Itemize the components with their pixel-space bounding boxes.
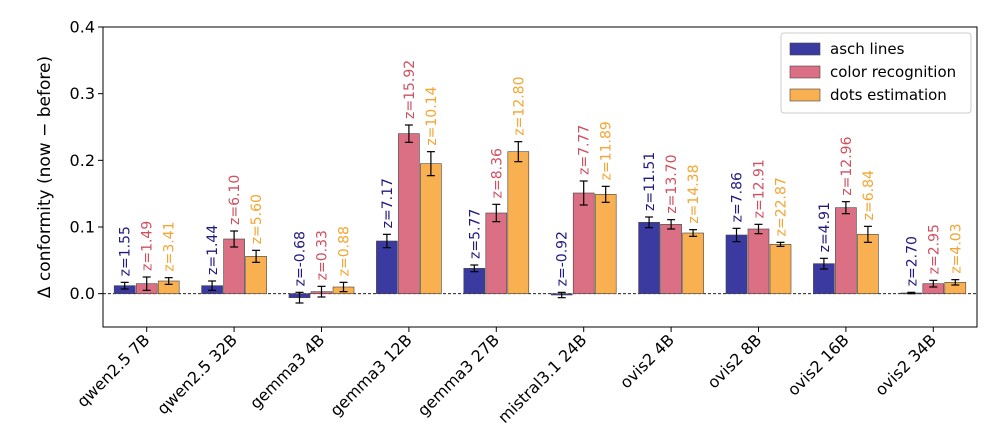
z-label: z=5.60 xyxy=(249,194,265,244)
legend: asch lines color recognition dots estimati… xyxy=(780,32,972,114)
legend-swatch xyxy=(789,65,821,79)
bar xyxy=(376,240,398,294)
bar xyxy=(835,207,857,294)
x-tick-label: qwen2.5 7B xyxy=(73,330,154,411)
z-label: z=1.44 xyxy=(205,225,221,275)
plot-frame xyxy=(102,26,978,328)
y-axis-ticks: 0.0 0.1 0.2 0.3 0.4 xyxy=(70,18,103,303)
y-axis-label: Δ conformity (now − before) xyxy=(35,56,55,298)
bar xyxy=(398,133,420,294)
bar xyxy=(420,163,442,294)
bar xyxy=(725,234,748,294)
bar xyxy=(747,228,770,294)
z-label: z=7.77 xyxy=(577,125,593,175)
z-label: z=11.89 xyxy=(599,121,615,180)
legend-box xyxy=(780,32,972,114)
x-tick-label: mistral3.1 24B xyxy=(494,330,590,426)
bars-layer xyxy=(113,133,967,298)
x-tick-label: qwen2.5 32B xyxy=(153,330,241,418)
legend-label: asch lines xyxy=(830,40,905,58)
x-tick-label: ovis2 4B xyxy=(616,330,678,392)
legend-swatch xyxy=(789,42,821,56)
y-tick-label: 0.0 xyxy=(70,284,95,303)
z-label: z=14.38 xyxy=(686,164,702,223)
z-label: z=13.70 xyxy=(664,154,680,213)
legend-swatch xyxy=(789,88,821,102)
z-labels-layer: z=1.55 z=1.44 z=-0.68 z=7.17 z=5.77 z=-0.92 z=… xyxy=(118,60,965,287)
legend-label: color recognition xyxy=(830,63,956,81)
y-tick-label: 0.3 xyxy=(70,84,95,103)
bar xyxy=(857,234,879,294)
x-tick-label: gemma3 27B xyxy=(414,330,504,420)
z-label: z=4.03 xyxy=(948,223,964,273)
z-label: z=0.33 xyxy=(315,230,331,280)
bar xyxy=(572,192,595,294)
z-label: z=2.70 xyxy=(904,236,920,286)
z-label: z=11.51 xyxy=(642,152,658,211)
bar xyxy=(507,151,530,294)
error-bars-layer xyxy=(120,124,960,304)
y-tick-label: 0.2 xyxy=(70,151,95,170)
x-tick-label: gemma3 12B xyxy=(326,330,416,420)
legend-label: dots estimation xyxy=(830,86,947,104)
bar xyxy=(682,232,704,294)
z-label: z=12.96 xyxy=(839,136,855,195)
z-label: z=1.55 xyxy=(118,226,134,276)
x-tick-label: ovis2 8B xyxy=(703,330,765,392)
z-label: z=8.36 xyxy=(489,148,505,198)
z-label: z=2.95 xyxy=(926,224,942,274)
z-label: z=0.88 xyxy=(337,226,353,276)
z-label: z=4.91 xyxy=(817,202,833,252)
z-label: z=22.87 xyxy=(774,177,790,236)
z-label: z=6.10 xyxy=(227,175,243,225)
z-label: z=3.41 xyxy=(162,221,178,271)
z-label: z=-0.92 xyxy=(555,231,571,286)
x-tick-label: gemma3 4B xyxy=(246,330,328,412)
bar xyxy=(485,212,508,294)
z-label: z=-0.68 xyxy=(293,231,309,286)
bar xyxy=(769,244,792,294)
z-label: z=7.17 xyxy=(380,178,396,228)
z-label: z=12.91 xyxy=(752,159,768,218)
z-label: z=7.86 xyxy=(730,172,746,222)
bar xyxy=(660,224,682,294)
z-label: z=15.92 xyxy=(402,60,418,119)
y-tick-label: 0.4 xyxy=(70,18,95,37)
z-label: z=10.14 xyxy=(424,86,440,145)
x-tick-label: ovis2 34B xyxy=(871,330,940,399)
z-label: z=12.80 xyxy=(511,76,527,135)
bar xyxy=(594,194,617,294)
z-label: z=6.84 xyxy=(861,170,877,220)
x-tick-label: ovis2 16B xyxy=(784,330,853,399)
z-label: z=1.49 xyxy=(140,221,156,271)
bar xyxy=(638,222,660,294)
y-tick-label: 0.1 xyxy=(70,218,95,237)
z-label: z=5.77 xyxy=(467,209,483,259)
